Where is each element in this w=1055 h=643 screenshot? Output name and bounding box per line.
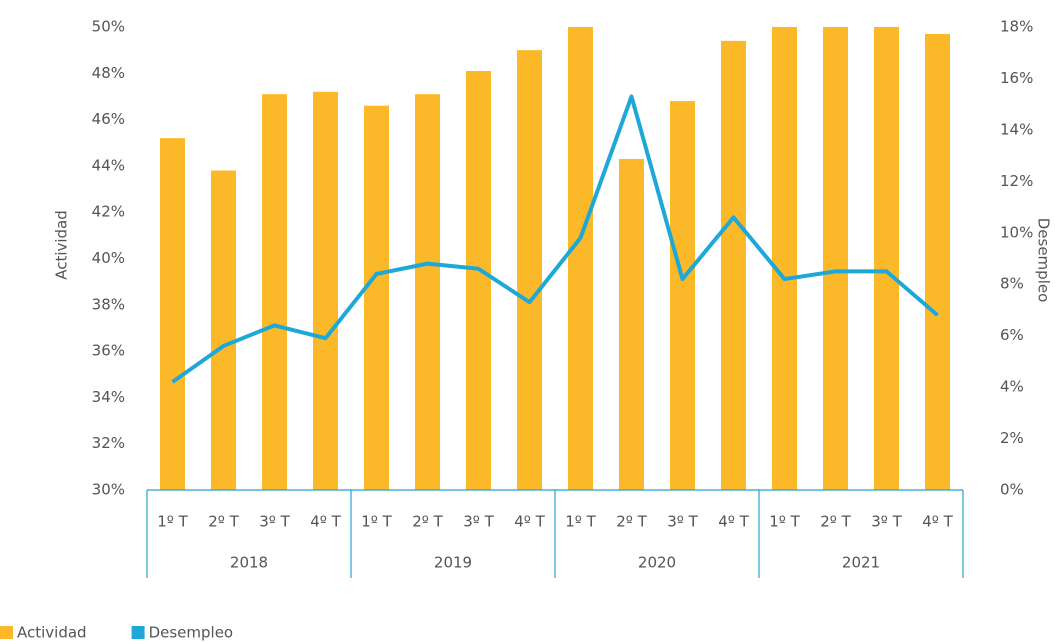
y2-tick-label: 2%	[1000, 429, 1024, 447]
x-tick-label: 1º T	[769, 513, 800, 531]
y2-tick-label: 8%	[1000, 275, 1024, 293]
x-tick-label: 1º T	[565, 513, 596, 531]
group-label: 2018	[230, 554, 268, 572]
y2-tick-label: 4%	[1000, 378, 1024, 396]
bar	[517, 50, 542, 491]
legend-swatch	[0, 626, 13, 639]
x-tick-label: 3º T	[259, 513, 290, 531]
y-tick-label: 50%	[92, 18, 125, 36]
x-tick-label: 1º T	[361, 513, 392, 531]
y2-tick-label: 14%	[1000, 120, 1033, 138]
x-tick-label: 3º T	[667, 513, 698, 531]
bar	[568, 27, 593, 490]
y-tick-label: 40%	[92, 249, 125, 267]
x-tick-label: 2º T	[412, 513, 443, 531]
group-label: 2021	[842, 554, 880, 572]
x-tick-label: 4º T	[514, 513, 545, 531]
y-tick-label: 34%	[92, 388, 125, 406]
y2-tick-label: 10%	[1000, 223, 1033, 241]
group-label: 2020	[638, 554, 676, 572]
x-tick-label: 2º T	[616, 513, 647, 531]
bar	[619, 158, 644, 490]
y-tick-label: 48%	[92, 64, 125, 82]
line	[171, 94, 939, 384]
bar	[466, 70, 491, 491]
y-tick-label: 44%	[92, 156, 125, 174]
bar	[262, 94, 287, 490]
x-tick-label: 2º T	[208, 513, 239, 531]
y-axis-title: Actividad	[53, 210, 71, 280]
y2-tick-label: 18%	[1000, 18, 1033, 36]
bar	[415, 94, 440, 490]
y2-tick-label: 0%	[1000, 481, 1024, 499]
bar	[874, 27, 899, 490]
y-tick-label: 46%	[92, 110, 125, 128]
bar	[721, 40, 746, 490]
y-tick-label: 36%	[92, 342, 125, 360]
y-tick-label: 42%	[92, 203, 125, 221]
legend-swatch	[131, 626, 145, 639]
y2-tick-label: 12%	[1000, 172, 1033, 190]
y2-tick-label: 16%	[1000, 69, 1033, 87]
bar	[364, 105, 389, 491]
legend-label: Actividad	[17, 624, 87, 642]
bar	[211, 170, 236, 490]
bar	[772, 27, 797, 490]
x-tick-label: 4º T	[718, 513, 749, 531]
bar	[670, 101, 695, 490]
legend-label: Desempleo	[149, 624, 234, 642]
y2-axis-title: Desempleo	[1035, 218, 1053, 303]
x-tick-label: 1º T	[157, 513, 188, 531]
y-tick-label: 32%	[92, 434, 125, 452]
y-tick-label: 30%	[92, 481, 125, 499]
y2-tick-label: 6%	[1000, 326, 1024, 344]
y-tick-label: 38%	[92, 295, 125, 313]
bar	[925, 33, 950, 490]
x-tick-label: 4º T	[310, 513, 341, 531]
bar	[823, 27, 848, 490]
group-label: 2019	[434, 554, 472, 572]
x-tick-label: 3º T	[871, 513, 902, 531]
bar	[160, 138, 185, 490]
x-tick-label: 3º T	[463, 513, 494, 531]
x-tick-label: 2º T	[820, 513, 851, 531]
bar	[313, 91, 338, 490]
x-tick-label: 4º T	[922, 513, 953, 531]
